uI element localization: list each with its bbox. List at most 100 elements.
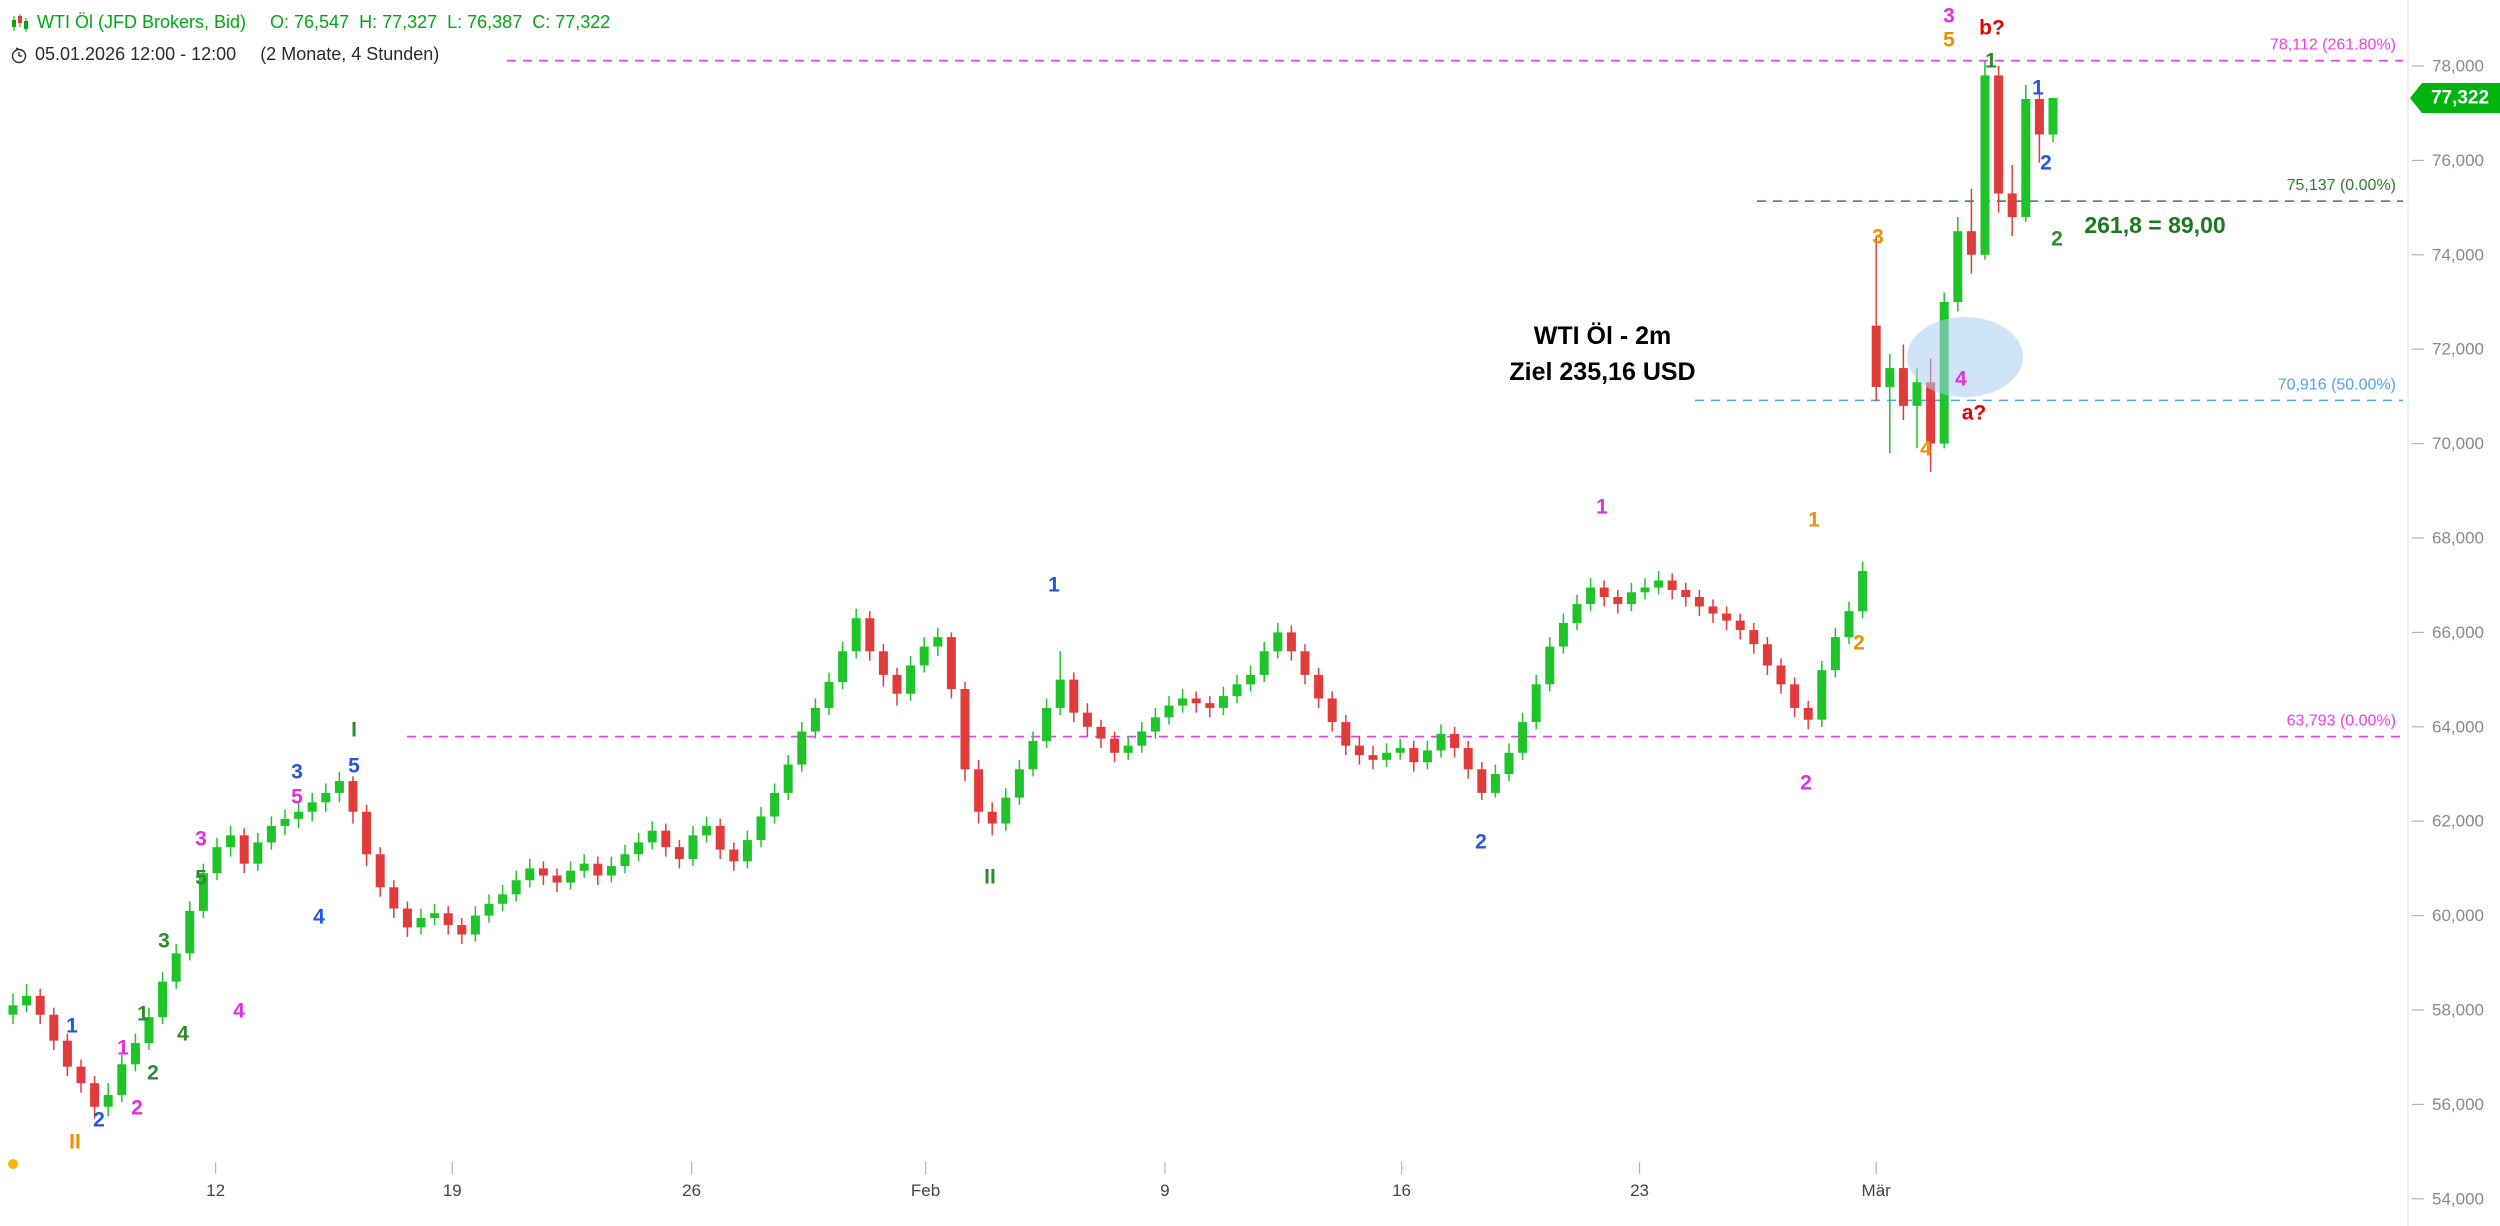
wave-label[interactable]: 5 xyxy=(348,755,360,778)
candle-body xyxy=(1790,684,1800,708)
fib-level-label[interactable]: 70,916 (50.00%) xyxy=(2278,376,2396,393)
candle-body xyxy=(1273,632,1283,652)
wave-label[interactable]: 2 xyxy=(2040,152,2052,175)
wave-label[interactable]: 1 xyxy=(117,1037,129,1060)
candle-body xyxy=(130,1043,140,1065)
x-axis-tick-label: 9 xyxy=(1160,1181,1169,1200)
price-axis[interactable]: 78,000 76,000 74,000 72,000 70,000 68,000 66,0… xyxy=(2412,57,2484,1209)
candle-body xyxy=(974,769,984,812)
candle-body xyxy=(1246,674,1256,685)
candle-body xyxy=(1898,368,1908,406)
candle-body xyxy=(1259,651,1269,675)
wave-label[interactable]: 3 xyxy=(1872,226,1884,249)
wave-label[interactable]: 2 xyxy=(147,1062,159,1085)
wave-label[interactable]: 1 xyxy=(1808,509,1820,532)
candle-body xyxy=(1436,733,1446,751)
wave-label[interactable]: II xyxy=(984,866,996,889)
candle-body xyxy=(1776,665,1786,685)
fib-levels xyxy=(407,59,2403,738)
candle-body xyxy=(783,764,793,793)
y-axis-tick-label: 72,000 xyxy=(2432,340,2484,359)
candle-body xyxy=(1082,712,1092,727)
candle-body xyxy=(715,825,725,850)
time-header: 05.01.2026 12:00 - 12:00 (2 Monate, 4 St… xyxy=(10,44,439,65)
candle-body xyxy=(185,910,195,954)
wave-label[interactable]: 3 xyxy=(158,930,170,953)
wave-label[interactable]: 2 xyxy=(1475,831,1487,854)
wave-label[interactable]: 3 xyxy=(1943,5,1955,28)
x-axis-tick-label: 12 xyxy=(206,1181,225,1200)
wave-label[interactable]: 2 xyxy=(2051,228,2063,251)
candle-body xyxy=(103,1094,113,1107)
candle-body xyxy=(117,1064,127,1095)
wave-label[interactable]: 1 xyxy=(2032,77,2044,100)
wave-label[interactable]: 3 xyxy=(195,828,207,851)
candle-body xyxy=(1137,731,1147,746)
wave-label[interactable]: a? xyxy=(1962,402,1987,425)
y-axis-tick-label: 68,000 xyxy=(2432,529,2484,548)
candle-body xyxy=(1844,611,1854,638)
candle-body xyxy=(702,825,712,836)
wave-label[interactable]: II xyxy=(69,1131,81,1154)
wave-label[interactable]: 4 xyxy=(313,906,325,929)
candle-body xyxy=(851,618,861,652)
candle-body xyxy=(1531,684,1541,723)
candle-body xyxy=(2021,99,2031,218)
candle-body xyxy=(892,674,902,694)
candle-body xyxy=(1368,755,1378,760)
wave-label[interactable]: 1 xyxy=(1985,50,1997,73)
candlestick-series[interactable] xyxy=(8,60,2058,1119)
candle-body xyxy=(1205,703,1215,708)
candle-body xyxy=(770,792,780,817)
y-axis-tick-label: 70,000 xyxy=(2432,434,2484,453)
wave-label[interactable]: 4 xyxy=(233,1000,245,1023)
fib-level-label[interactable]: 75,137 (0.00%) xyxy=(2287,177,2396,194)
candle-body xyxy=(1667,580,1677,590)
candle-body xyxy=(362,811,372,855)
wave-label[interactable]: 1 xyxy=(66,1015,78,1038)
candle-body xyxy=(22,995,32,1006)
x-axis-tick-label: 23 xyxy=(1630,1181,1649,1200)
wave-label[interactable]: 2 xyxy=(1853,632,1865,655)
wave-label[interactable]: 4 xyxy=(177,1023,189,1046)
wave-label[interactable]: 2 xyxy=(93,1109,105,1132)
wave-label[interactable]: I xyxy=(351,719,357,742)
y-axis-tick-label: 62,000 xyxy=(2432,812,2484,831)
wave-label[interactable]: 3 xyxy=(291,761,303,784)
fib-level-label[interactable]: 78,112 (261.80%) xyxy=(2270,37,2396,54)
wave-label[interactable]: 5 xyxy=(195,867,207,890)
wave-label[interactable]: 1 xyxy=(1596,496,1608,519)
highlight-ellipse[interactable] xyxy=(1907,317,2023,397)
wave-label[interactable]: 5 xyxy=(291,786,303,809)
wave-label[interactable]: 5 xyxy=(1943,29,1955,52)
y-axis-tick-label: 56,000 xyxy=(2432,1095,2484,1114)
wave-label[interactable]: 1 xyxy=(137,1003,149,1026)
fib-level-label[interactable]: 63,793 (0.00%) xyxy=(2287,713,2396,730)
candle-body xyxy=(729,849,739,862)
candle-body xyxy=(62,1040,72,1067)
wave-label[interactable]: b? xyxy=(1979,17,2005,40)
candle-body xyxy=(1912,382,1922,406)
instrument-name[interactable]: WTI Öl (JFD Brokers, Bid) xyxy=(37,12,247,32)
wave-label[interactable]: 4 xyxy=(1920,438,1932,461)
wave-label[interactable]: 4 xyxy=(1955,368,1967,391)
candle-body xyxy=(1654,580,1664,588)
candle-body xyxy=(1558,622,1568,647)
candle-body xyxy=(933,637,943,647)
wave-label[interactable]: 2 xyxy=(1800,772,1812,795)
candle-body xyxy=(1069,679,1079,713)
target-annotation[interactable]: WTI Öl - 2m Ziel 235,16 USD xyxy=(1480,318,1725,390)
wave-label[interactable]: 1 xyxy=(1048,574,1060,597)
candle-body xyxy=(810,707,820,732)
candle-body xyxy=(688,835,698,859)
candle-body xyxy=(1613,597,1623,605)
candle-body xyxy=(1858,571,1868,612)
candle-body xyxy=(8,1005,18,1015)
fib-extension-note[interactable]: 261,8 = 89,00 xyxy=(2084,212,2226,238)
candle-body xyxy=(1055,679,1065,708)
candle-body xyxy=(1490,774,1500,793)
time-axis[interactable]: 12 19 26 Feb 9 16 23 Mär xyxy=(206,1162,1891,1200)
wave-label[interactable]: 2 xyxy=(131,1097,143,1120)
